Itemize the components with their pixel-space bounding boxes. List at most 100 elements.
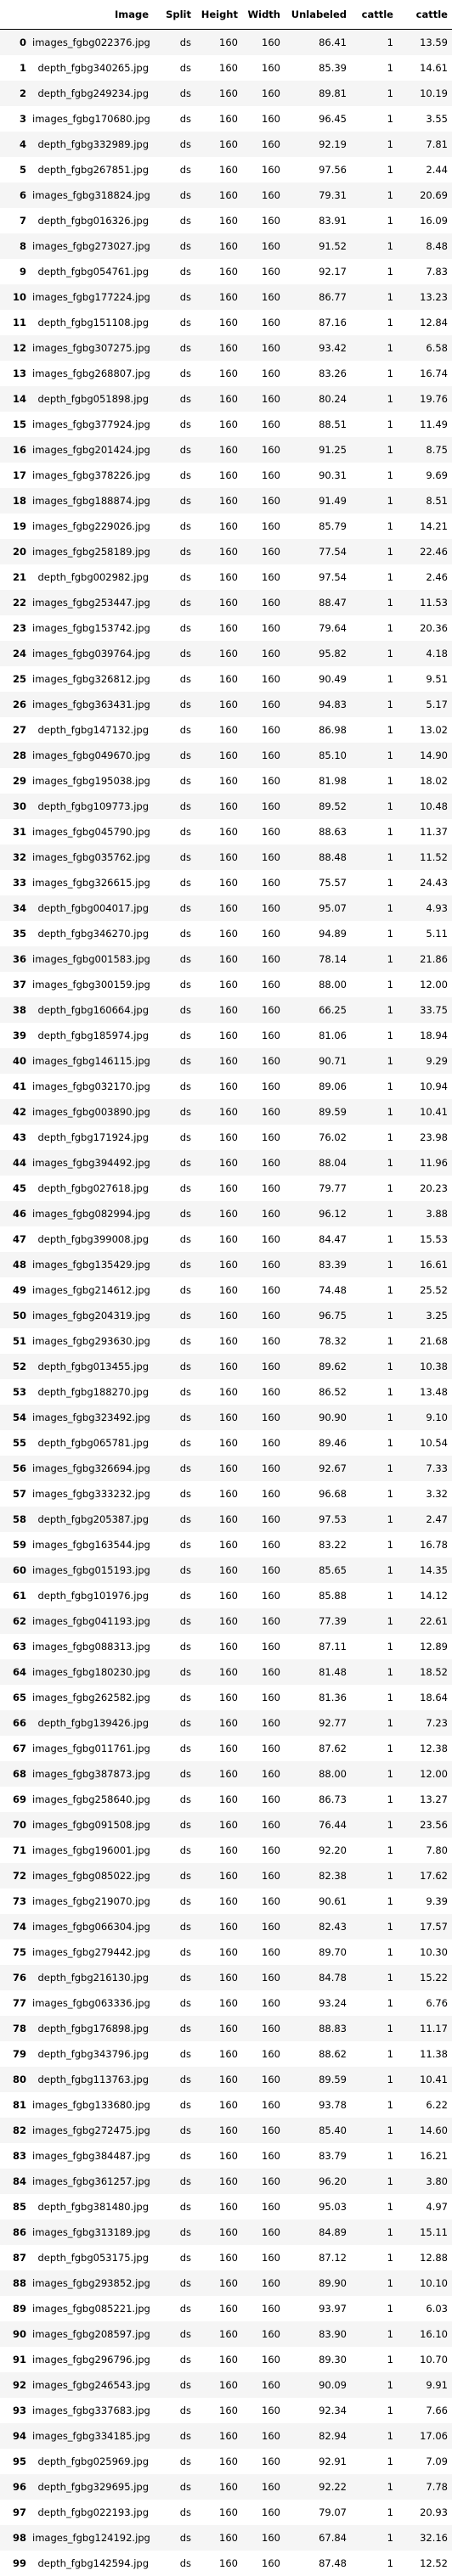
cattle-percent-cell: 14.35 bbox=[398, 1557, 452, 1583]
cattle-count-cell: 1 bbox=[351, 1608, 398, 1634]
height-cell: 160 bbox=[195, 1201, 242, 1226]
row-index: 10 bbox=[0, 284, 31, 310]
cattle-percent-cell: 21.86 bbox=[398, 946, 452, 972]
image-cell: images_fgbg049670.jpg bbox=[31, 743, 153, 768]
image-cell: images_fgbg363431.jpg bbox=[31, 692, 153, 717]
cattle-count-cell: 1 bbox=[351, 895, 398, 921]
split-cell: ds bbox=[153, 2169, 195, 2194]
cattle-count-cell: 1 bbox=[351, 1863, 398, 1889]
image-cell: images_fgbg180230.jpg bbox=[31, 1659, 153, 1685]
width-cell: 160 bbox=[242, 1685, 285, 1710]
split-cell: ds bbox=[153, 1150, 195, 1176]
unlabeled-cell: 91.52 bbox=[285, 233, 351, 259]
width-cell: 160 bbox=[242, 2194, 285, 2220]
row-index: 63 bbox=[0, 1634, 31, 1659]
height-cell: 160 bbox=[195, 845, 242, 870]
cattle-percent-cell: 3.88 bbox=[398, 1201, 452, 1226]
unlabeled-cell: 88.62 bbox=[285, 2041, 351, 2067]
cattle-percent-cell: 8.51 bbox=[398, 488, 452, 514]
height-cell: 160 bbox=[195, 1074, 242, 1099]
image-cell: depth_fgbg171924.jpg bbox=[31, 1125, 153, 1150]
width-cell: 160 bbox=[242, 1863, 285, 1889]
image-cell: images_fgbg133680.jpg bbox=[31, 2092, 153, 2118]
unlabeled-cell: 79.07 bbox=[285, 2500, 351, 2525]
split-cell: ds bbox=[153, 514, 195, 539]
image-cell: images_fgbg394492.jpg bbox=[31, 1150, 153, 1176]
image-cell: images_fgbg326812.jpg bbox=[31, 666, 153, 692]
row-index: 18 bbox=[0, 488, 31, 514]
cattle-count-cell: 1 bbox=[351, 1889, 398, 1914]
cattle-count-cell: 1 bbox=[351, 615, 398, 641]
row-index: 17 bbox=[0, 463, 31, 488]
split-cell: ds bbox=[153, 1761, 195, 1787]
split-cell: ds bbox=[153, 2118, 195, 2143]
height-cell: 160 bbox=[195, 1685, 242, 1710]
unlabeled-cell: 85.39 bbox=[285, 55, 351, 81]
split-cell: ds bbox=[153, 2220, 195, 2245]
width-cell: 160 bbox=[242, 2423, 285, 2449]
cattle-percent-cell: 7.66 bbox=[398, 2398, 452, 2423]
width-cell: 160 bbox=[242, 463, 285, 488]
unlabeled-cell: 79.77 bbox=[285, 1176, 351, 1201]
cattle-count-cell: 1 bbox=[351, 2423, 398, 2449]
row-index: 75 bbox=[0, 1939, 31, 1965]
image-cell: images_fgbg088313.jpg bbox=[31, 1634, 153, 1659]
height-cell: 160 bbox=[195, 2551, 242, 2576]
row-index: 32 bbox=[0, 845, 31, 870]
row-index: 54 bbox=[0, 1405, 31, 1430]
cattle-count-cell: 1 bbox=[351, 2296, 398, 2321]
height-cell: 160 bbox=[195, 1710, 242, 1736]
cattle-count-cell: 1 bbox=[351, 1277, 398, 1303]
height-cell: 160 bbox=[195, 895, 242, 921]
image-cell: images_fgbg296796.jpg bbox=[31, 2347, 153, 2372]
row-index: 43 bbox=[0, 1125, 31, 1150]
height-cell: 160 bbox=[195, 666, 242, 692]
width-cell: 160 bbox=[242, 2372, 285, 2398]
width-cell: 160 bbox=[242, 1838, 285, 1863]
row-index: 46 bbox=[0, 1201, 31, 1226]
height-cell: 160 bbox=[195, 717, 242, 743]
cattle-percent-cell: 10.94 bbox=[398, 1074, 452, 1099]
split-cell: ds bbox=[153, 1176, 195, 1201]
width-cell: 160 bbox=[242, 335, 285, 361]
unlabeled-cell: 83.39 bbox=[285, 1252, 351, 1277]
cattle-percent-cell: 22.46 bbox=[398, 539, 452, 564]
width-cell: 160 bbox=[242, 1226, 285, 1252]
unlabeled-cell: 92.19 bbox=[285, 132, 351, 157]
image-cell: images_fgbg082994.jpg bbox=[31, 1201, 153, 1226]
unlabeled-cell: 95.07 bbox=[285, 895, 351, 921]
row-index: 39 bbox=[0, 1023, 31, 1048]
split-cell: ds bbox=[153, 1685, 195, 1710]
row-index: 80 bbox=[0, 2067, 31, 2092]
unlabeled-cell: 91.49 bbox=[285, 488, 351, 514]
header-split: Split bbox=[153, 0, 195, 30]
height-cell: 160 bbox=[195, 564, 242, 590]
unlabeled-cell: 84.78 bbox=[285, 1965, 351, 1990]
row-index: 16 bbox=[0, 437, 31, 463]
split-cell: ds bbox=[153, 692, 195, 717]
width-cell: 160 bbox=[242, 615, 285, 641]
width-cell: 160 bbox=[242, 1608, 285, 1634]
cattle-percent-cell: 10.38 bbox=[398, 1354, 452, 1379]
split-cell: ds bbox=[153, 1863, 195, 1889]
unlabeled-cell: 90.09 bbox=[285, 2372, 351, 2398]
cattle-count-cell: 1 bbox=[351, 1583, 398, 1608]
header-index bbox=[0, 0, 31, 30]
cattle-count-cell: 1 bbox=[351, 2169, 398, 2194]
cattle-percent-cell: 9.69 bbox=[398, 463, 452, 488]
cattle-percent-cell: 25.52 bbox=[398, 1277, 452, 1303]
image-cell: images_fgbg313189.jpg bbox=[31, 2220, 153, 2245]
